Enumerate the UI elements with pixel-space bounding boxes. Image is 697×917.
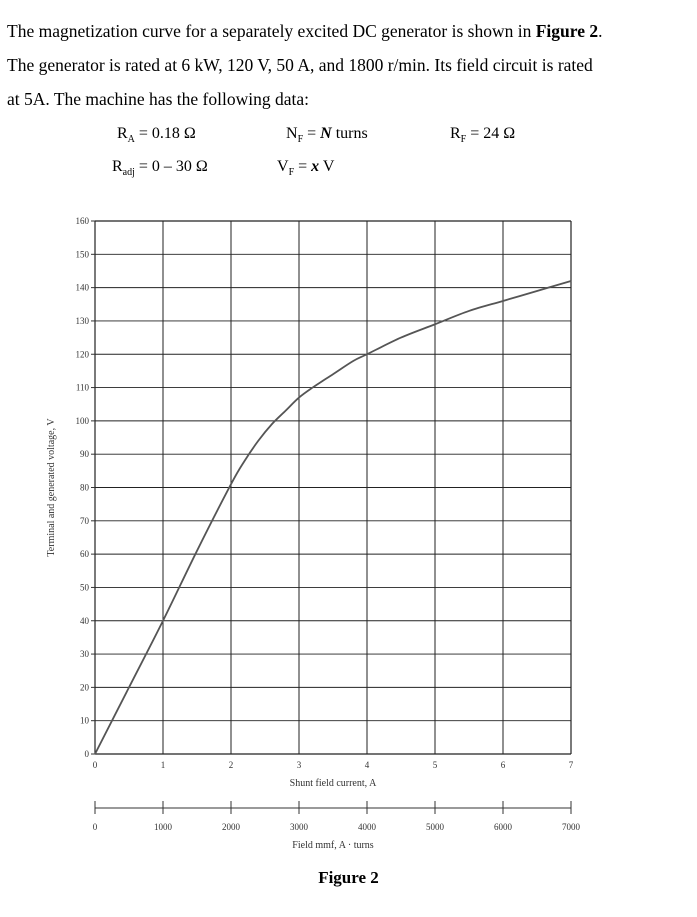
- problem-line-2: The generator is rated at 6 kW, 120 V, 5…: [7, 55, 593, 75]
- figure-reference: Figure 2: [535, 21, 599, 41]
- y-tick-label: 110: [76, 383, 90, 393]
- secondary-tick-label: 7000: [562, 822, 581, 832]
- y-tick-label: 80: [80, 483, 90, 493]
- y-tick-label: 40: [80, 616, 90, 626]
- secondary-tick-label: 5000: [426, 822, 445, 832]
- magnetization-curve-chart: 0102030405060708090100110120130140150160…: [46, 216, 581, 851]
- secondary-tick-label: 3000: [290, 822, 309, 832]
- problem-line-1-end: .: [598, 21, 603, 41]
- field-resistance: RF = 24 Ω: [450, 125, 516, 146]
- y-tick-label: 160: [76, 216, 90, 226]
- y-tick-label: 150: [76, 249, 90, 259]
- secondary-axis-label: Field mmf, A · turns: [292, 840, 374, 851]
- y-tick-label: 120: [76, 349, 90, 359]
- x-axis-label: Shunt field current, A: [290, 778, 377, 789]
- problem-statement: The magnetization curve for a separately…: [7, 14, 687, 116]
- secondary-tick-label: 0: [93, 822, 98, 832]
- figure-caption: Figure 2: [318, 868, 379, 887]
- y-axis-label: Terminal and generated voltage, V: [46, 418, 57, 557]
- secondary-tick-label: 2000: [222, 822, 241, 832]
- x-tick-label: 3: [297, 760, 302, 770]
- magnetization-curve: [94, 280, 572, 755]
- y-tick-label: 20: [80, 682, 90, 692]
- y-tick-label: 50: [80, 582, 90, 592]
- x-tick-label: 6: [501, 760, 506, 770]
- x-tick-label: 1: [161, 760, 166, 770]
- problem-line-3: at 5A. The machine has the following dat…: [7, 89, 309, 109]
- armature-resistance: RA = 0.18 Ω: [117, 125, 196, 146]
- y-tick-label: 10: [80, 716, 90, 726]
- x-tick-label: 4: [365, 760, 370, 770]
- y-tick-label: 140: [76, 283, 90, 293]
- problem-line-1-text: The magnetization curve for a separately…: [7, 21, 536, 41]
- secondary-tick-label: 6000: [494, 822, 513, 832]
- field-turns: NF = N turns: [286, 125, 368, 146]
- y-tick-label: 130: [76, 316, 90, 326]
- y-tick-label: 0: [85, 749, 90, 759]
- adjustable-resistance: Radj = 0 – 30 Ω: [112, 158, 208, 179]
- y-tick-label: 90: [80, 449, 90, 459]
- x-tick-label: 7: [569, 760, 574, 770]
- y-tick-label: 70: [80, 516, 90, 526]
- x-tick-label: 2: [229, 760, 234, 770]
- x-tick-label: 5: [433, 760, 438, 770]
- field-voltage: VF = x V: [277, 158, 335, 179]
- y-tick-label: 30: [80, 649, 90, 659]
- secondary-tick-label: 1000: [154, 822, 173, 832]
- problem-line-1: The magnetization curve for a separately…: [7, 14, 687, 48]
- secondary-tick-label: 4000: [358, 822, 377, 832]
- y-tick-label: 100: [76, 416, 90, 426]
- y-tick-label: 60: [80, 549, 90, 559]
- x-tick-label: 0: [93, 760, 98, 770]
